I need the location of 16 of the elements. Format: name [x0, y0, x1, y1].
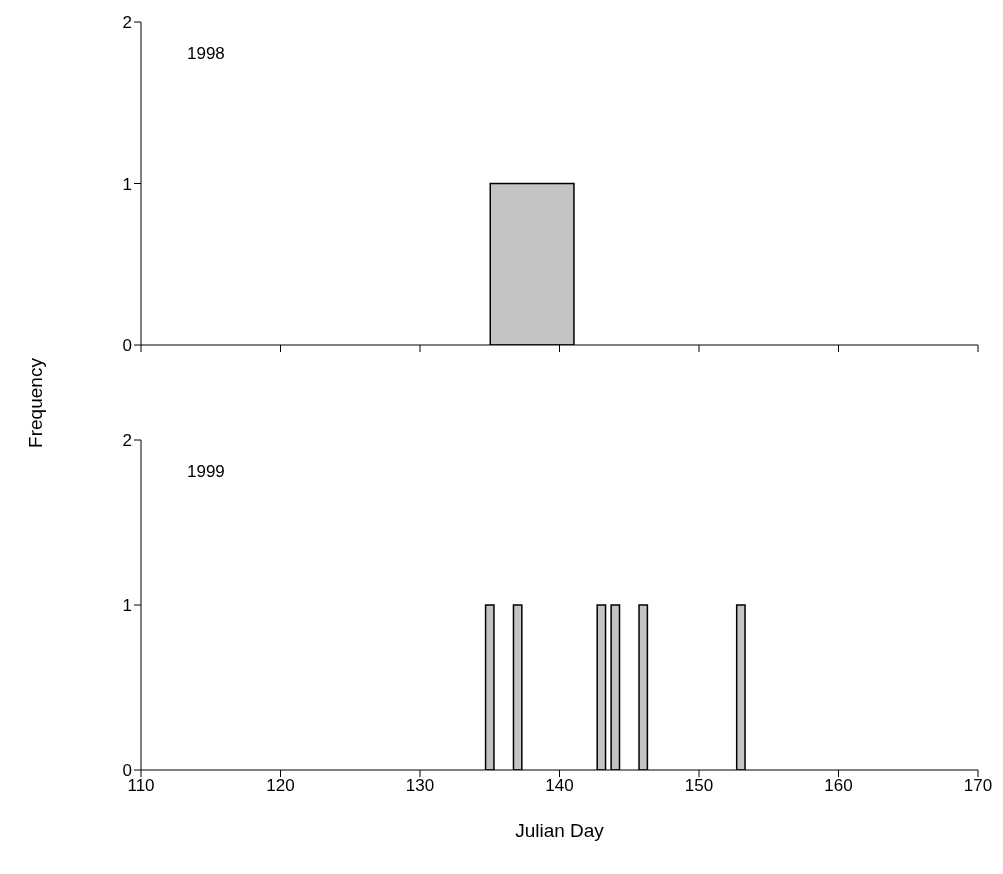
annotation: 1999 [187, 462, 225, 482]
y-tick-label: 1 [122, 596, 132, 616]
y-tick-label: 2 [122, 13, 132, 33]
x-tick-label: 130 [405, 776, 435, 796]
x-tick-label: 120 [266, 776, 295, 796]
x-tick-label: 150 [684, 776, 714, 796]
y-tick-label: 0 [122, 336, 132, 356]
y-axis-title: Frequency [25, 358, 47, 448]
x-tick-label: 110 [127, 776, 155, 796]
x-tick-label: 170 [963, 776, 993, 796]
y-tick-label: 2 [122, 431, 132, 451]
annotation: 1998 [187, 44, 225, 64]
x-axis-title: Julian Day [515, 820, 605, 841]
x-tick-label: 140 [545, 776, 574, 796]
x-tick-label: 160 [824, 776, 853, 796]
y-tick-label: 1 [122, 174, 132, 194]
